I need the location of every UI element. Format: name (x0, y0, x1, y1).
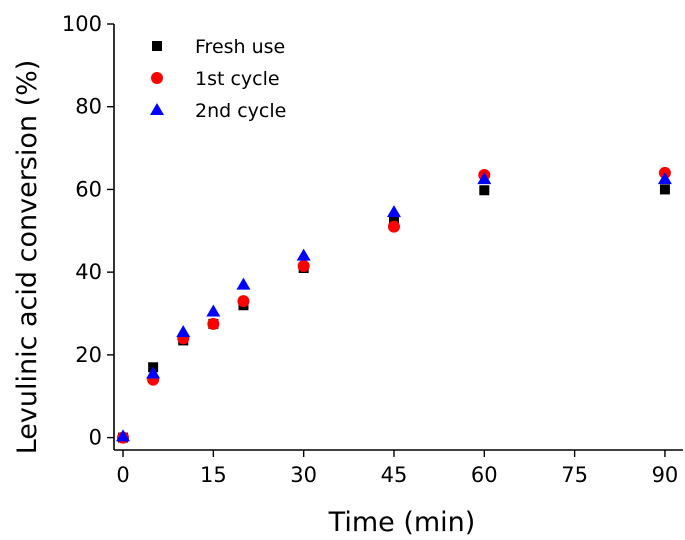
legend-marker (150, 103, 164, 115)
y-tick-label: 60 (75, 177, 102, 201)
data-point (236, 277, 251, 290)
y-axis-title: Levulinic acid conversion (%) (12, 60, 43, 455)
data-point (296, 248, 311, 261)
y-axis-ticks: 0 20 40 60 80 100 (62, 12, 114, 450)
x-tick-label: 30 (290, 463, 317, 487)
data-point (657, 172, 672, 185)
data-point (388, 215, 399, 226)
data-point (386, 205, 401, 218)
data-point (207, 317, 220, 330)
legend-marker (151, 72, 163, 84)
y-tick-label: 20 (75, 343, 102, 367)
data-markers (116, 166, 672, 444)
data-point (479, 185, 490, 196)
data-point (146, 366, 161, 379)
legend-label: 2nd cycle (195, 100, 286, 122)
data-point (206, 304, 221, 317)
legend-label: Fresh use (195, 36, 285, 58)
x-tick-label: 15 (200, 463, 227, 487)
data-point (176, 325, 191, 338)
data-point (659, 184, 670, 195)
x-axis-title: Time (min) (328, 507, 476, 538)
series-2nd-cycle (116, 172, 672, 442)
legend: Fresh use 1st cycle 2nd cycle (150, 36, 286, 122)
data-point (237, 295, 250, 308)
data-point (387, 220, 400, 233)
x-tick-label: 0 (116, 463, 129, 487)
x-tick-label: 90 (652, 463, 679, 487)
x-tick-label: 75 (561, 463, 588, 487)
legend-label: 1st cycle (195, 68, 280, 90)
data-point (477, 172, 492, 185)
y-tick-label: 40 (75, 260, 102, 284)
y-tick-label: 100 (62, 12, 102, 36)
data-point (116, 429, 131, 442)
y-tick-label: 80 (75, 95, 102, 119)
legend-marker (152, 41, 162, 51)
x-tick-label: 60 (471, 463, 498, 487)
data-point (297, 259, 310, 272)
x-tick-label: 45 (381, 463, 408, 487)
plot-frame (113, 24, 683, 451)
y-tick-label: 0 (89, 426, 102, 450)
x-axis-ticks: 0 15 30 45 60 75 90 (116, 450, 678, 487)
